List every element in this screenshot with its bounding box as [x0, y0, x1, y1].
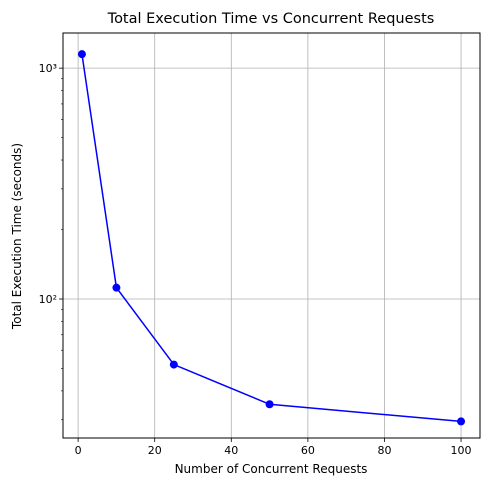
x-tick-label: 100 — [451, 444, 472, 457]
x-axis-label: Number of Concurrent Requests — [175, 462, 368, 476]
x-tick-label: 40 — [224, 444, 238, 457]
x-tick-label: 20 — [148, 444, 162, 457]
data-point — [78, 50, 86, 58]
y-axis-label: Total Execution Time (seconds) — [10, 143, 24, 330]
chart-title: Total Execution Time vs Concurrent Reque… — [107, 11, 435, 27]
x-tick-label: 0 — [75, 444, 82, 457]
y-tick-label: 10² — [39, 293, 57, 306]
data-point — [170, 361, 178, 369]
data-point — [266, 400, 274, 408]
data-point — [112, 284, 120, 292]
x-tick-label: 80 — [377, 444, 391, 457]
x-tick-label: 60 — [301, 444, 315, 457]
data-point — [457, 417, 465, 425]
y-tick-label: 10³ — [39, 62, 57, 75]
